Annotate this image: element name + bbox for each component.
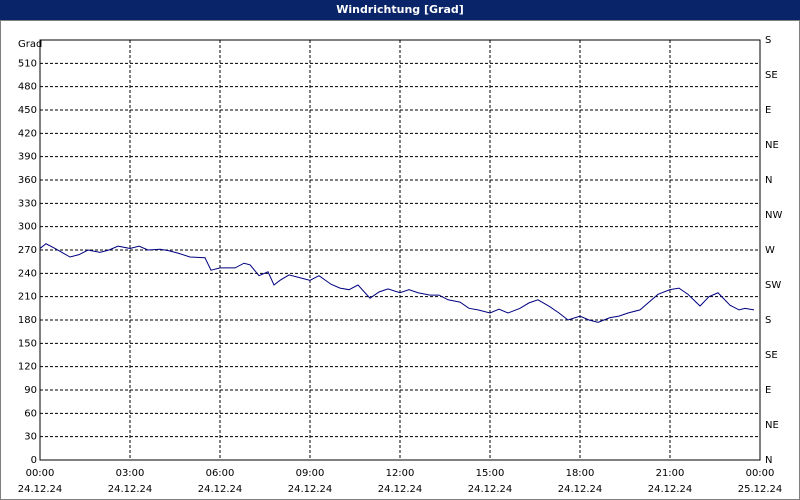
- y2-tick-label: SE: [765, 350, 778, 361]
- y-tick-label: 330: [18, 198, 37, 209]
- x-tick-date: 24.12.24: [108, 484, 153, 495]
- y-tick-label: 120: [18, 362, 37, 373]
- y-tick-label: 390: [18, 152, 37, 163]
- x-tick-date: 24.12.24: [18, 484, 63, 495]
- y-tick-label: 360: [18, 175, 37, 186]
- y-tick-label: 30: [24, 432, 37, 443]
- x-tick-label: 03:00: [116, 468, 145, 479]
- y2-tick-label: W: [765, 245, 775, 256]
- data-line: [39, 243, 755, 323]
- y-tick-label: 270: [18, 245, 37, 256]
- title-bar: [0, 0, 800, 20]
- y-tick-label: 180: [18, 315, 37, 326]
- y-tick-label: 90: [24, 385, 37, 396]
- x-tick-label: 06:00: [206, 468, 235, 479]
- y-tick-label: 150: [18, 338, 37, 349]
- y2-tick-label: SW: [765, 280, 781, 291]
- y-tick-label: 300: [18, 222, 37, 233]
- y-tick-label: 210: [18, 292, 37, 303]
- y-tick-label: 480: [18, 82, 37, 93]
- y-tick-label: 510: [18, 58, 37, 69]
- y2-tick-label: NE: [765, 140, 779, 151]
- y2-tick-label: E: [765, 385, 771, 396]
- x-tick-label: 15:00: [476, 468, 505, 479]
- x-tick-label: 12:00: [386, 468, 415, 479]
- y2-tick-label: N: [765, 175, 772, 186]
- y2-tick-label: S: [765, 315, 771, 326]
- y-tick-label: 240: [18, 268, 37, 279]
- y2-tick-label: SE: [765, 70, 778, 81]
- x-tick-date: 24.12.24: [648, 484, 693, 495]
- y2-tick-label: NW: [765, 210, 782, 221]
- x-tick-label: 18:00: [566, 468, 595, 479]
- x-tick-label: 09:00: [296, 468, 325, 479]
- x-tick-date: 24.12.24: [198, 484, 243, 495]
- y2-tick-label: N: [765, 455, 772, 466]
- x-tick-date: 24.12.24: [558, 484, 603, 495]
- x-tick-label: 00:00: [26, 468, 55, 479]
- y-axis-label: Grad: [18, 39, 42, 50]
- y2-tick-label: NE: [765, 420, 779, 431]
- x-tick-date: 25.12.24: [738, 484, 783, 495]
- y-tick-label: 0: [31, 455, 37, 466]
- x-tick-label: 00:00: [746, 468, 775, 479]
- x-tick-date: 24.12.24: [378, 484, 423, 495]
- y2-tick-label: S: [765, 35, 771, 46]
- y-tick-label: 60: [24, 408, 37, 419]
- x-tick-label: 21:00: [656, 468, 685, 479]
- chart-title: Windrichtung [Grad]: [336, 3, 464, 16]
- y-tick-label: 420: [18, 128, 37, 139]
- x-tick-date: 24.12.24: [468, 484, 513, 495]
- y-tick-label: 450: [18, 105, 37, 116]
- x-tick-date: 24.12.24: [288, 484, 333, 495]
- y2-tick-label: E: [765, 105, 771, 116]
